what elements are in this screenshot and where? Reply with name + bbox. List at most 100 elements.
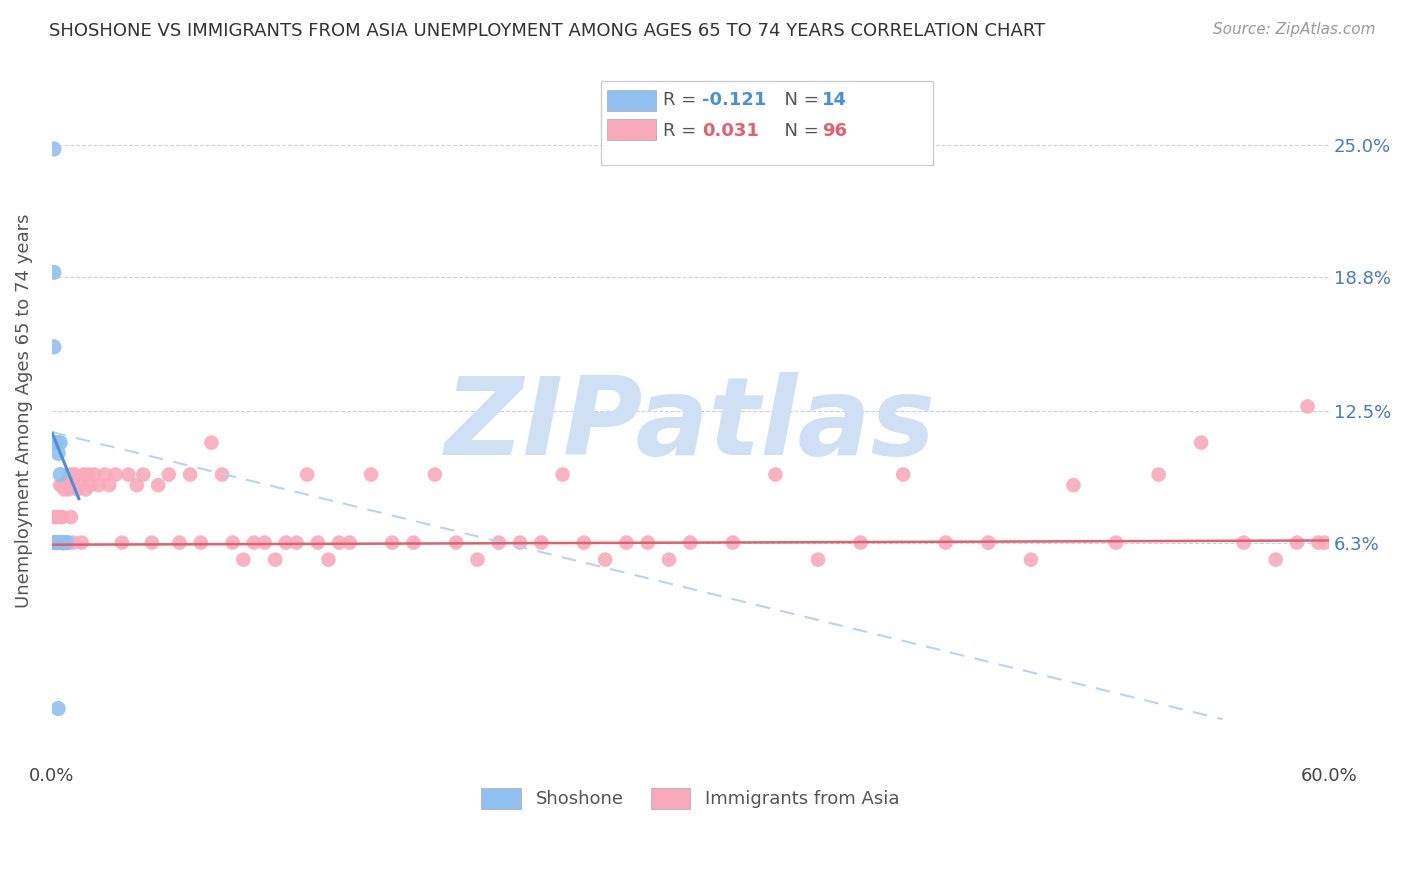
Legend: Shoshone, Immigrants from Asia: Shoshone, Immigrants from Asia <box>474 780 907 816</box>
Point <box>45 535 67 549</box>
Y-axis label: Unemployment Among Ages 65 to 74 years: Unemployment Among Ages 65 to 74 years <box>15 213 32 608</box>
Point <box>1308 535 1330 549</box>
Text: R =: R = <box>664 121 703 139</box>
Point <box>63 467 86 482</box>
Point <box>46 701 69 715</box>
Point <box>49 510 72 524</box>
Text: ZIPatlas: ZIPatlas <box>444 372 936 478</box>
Point <box>66 483 89 497</box>
Point <box>67 474 90 488</box>
Point <box>73 467 96 482</box>
Text: SHOSHONE VS IMMIGRANTS FROM ASIA UNEMPLOYMENT AMONG AGES 65 TO 74 YEARS CORRELAT: SHOSHONE VS IMMIGRANTS FROM ASIA UNEMPLO… <box>49 22 1046 40</box>
Point <box>295 467 318 482</box>
Point <box>1313 535 1336 549</box>
Point <box>679 535 702 549</box>
Point <box>200 435 222 450</box>
Point <box>807 552 830 566</box>
Point <box>935 535 957 549</box>
Point <box>53 535 76 549</box>
Point <box>243 535 266 549</box>
Point <box>253 535 276 549</box>
Point <box>58 535 80 549</box>
Text: Source: ZipAtlas.com: Source: ZipAtlas.com <box>1212 22 1375 37</box>
Point <box>59 510 82 524</box>
Point <box>1264 552 1286 566</box>
Point <box>169 535 191 549</box>
Point <box>49 435 72 450</box>
Point <box>59 467 82 482</box>
Point <box>53 535 76 549</box>
Point <box>62 478 84 492</box>
Point <box>509 535 531 549</box>
Point <box>637 535 659 549</box>
Point <box>51 535 73 549</box>
Point <box>111 535 134 549</box>
Point <box>46 535 69 549</box>
Text: R =: R = <box>664 91 703 109</box>
Point <box>53 483 76 497</box>
Point <box>328 535 350 549</box>
Point <box>51 478 73 492</box>
Point <box>1105 535 1128 549</box>
Point <box>45 535 67 549</box>
Point <box>49 478 72 492</box>
Point <box>46 535 69 549</box>
Point <box>274 535 297 549</box>
Point <box>42 142 65 156</box>
Point <box>79 478 101 492</box>
Point <box>423 467 446 482</box>
Point <box>49 535 72 549</box>
Point <box>49 467 72 482</box>
Text: 96: 96 <box>823 121 846 139</box>
Point <box>849 535 872 549</box>
Point <box>46 535 69 549</box>
Point <box>55 474 77 488</box>
Point <box>45 435 67 450</box>
Point <box>77 467 100 482</box>
Point <box>307 535 329 549</box>
Point <box>45 535 67 549</box>
Point <box>1019 552 1042 566</box>
Point <box>360 467 382 482</box>
Point <box>977 535 1000 549</box>
Point <box>402 535 425 549</box>
Point <box>190 535 212 549</box>
Point <box>51 535 73 549</box>
Point <box>58 483 80 497</box>
Point <box>1062 478 1084 492</box>
Point <box>1189 435 1212 450</box>
Point <box>891 467 914 482</box>
Point <box>42 340 65 354</box>
Point <box>318 552 340 566</box>
Point <box>62 535 84 549</box>
Point <box>75 483 97 497</box>
Point <box>211 467 233 482</box>
Point <box>55 535 77 549</box>
Point <box>117 467 139 482</box>
Point <box>157 467 180 482</box>
FancyBboxPatch shape <box>607 90 655 111</box>
Point <box>46 446 69 460</box>
Point <box>721 535 744 549</box>
Point <box>42 265 65 279</box>
Point <box>1285 535 1308 549</box>
Point <box>1147 467 1170 482</box>
Point <box>94 467 117 482</box>
Point <box>285 535 308 549</box>
Point <box>87 478 110 492</box>
Point <box>221 535 243 549</box>
Point <box>83 467 105 482</box>
Point <box>264 552 287 566</box>
Point <box>616 535 638 549</box>
Point <box>1296 400 1319 414</box>
Point <box>70 535 93 549</box>
FancyBboxPatch shape <box>600 80 934 165</box>
Point <box>765 467 787 482</box>
Point <box>488 535 510 549</box>
Point <box>179 467 201 482</box>
Point <box>45 510 67 524</box>
Point <box>381 535 404 549</box>
Point <box>1233 535 1256 549</box>
Text: N =: N = <box>773 91 825 109</box>
Point <box>104 467 127 482</box>
